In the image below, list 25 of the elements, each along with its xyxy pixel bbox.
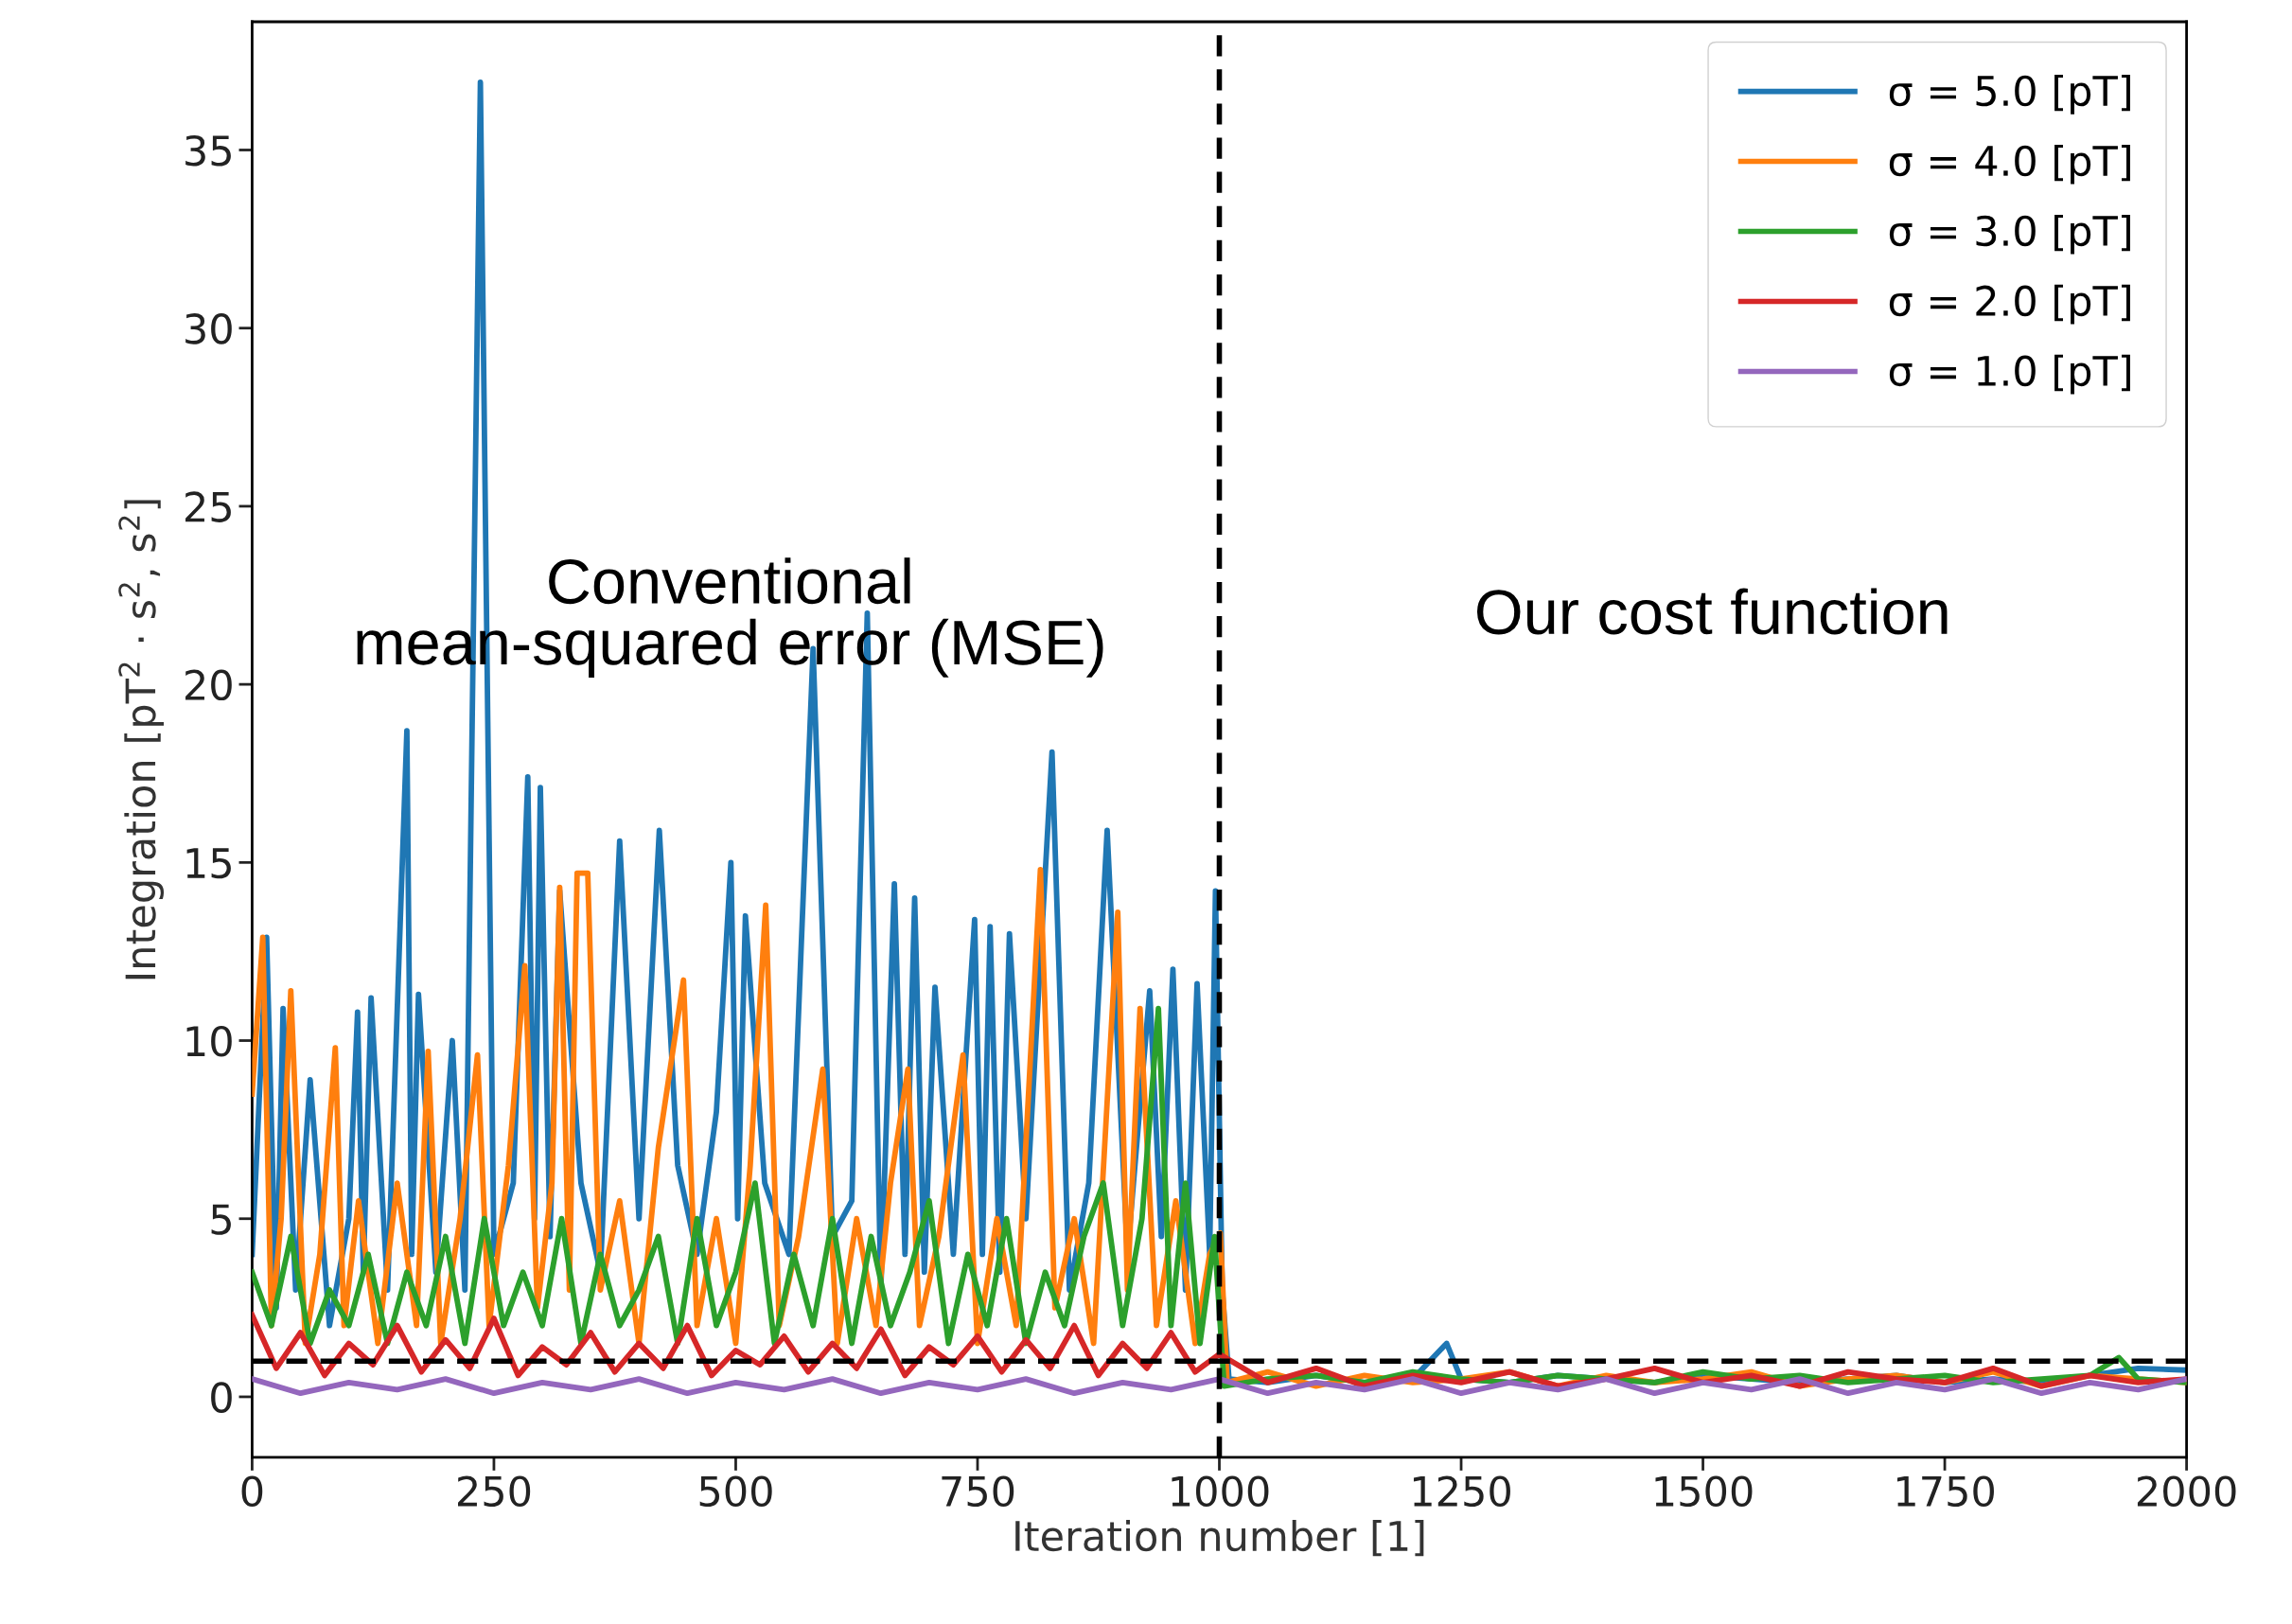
- y-tick-label: 15: [186, 848, 231, 879]
- x-tick-label: 500: [699, 1475, 772, 1508]
- x-tick-label: 1500: [1655, 1475, 1753, 1508]
- x-tick-label: 750: [942, 1475, 1014, 1508]
- y-tick-label: 10: [186, 1025, 232, 1057]
- y-tick-label: 5: [211, 1204, 231, 1235]
- x-tick-label: 1000: [1172, 1475, 1269, 1508]
- legend-label: σ = 2.0 [pT]: [1889, 284, 2130, 325]
- legend-label: σ = 5.0 [pT]: [1889, 74, 2130, 115]
- y-tick-label: 30: [185, 313, 232, 344]
- y-tick-label: 20: [185, 669, 232, 701]
- x-tick-label: 0: [241, 1475, 263, 1508]
- legend-label: σ = 4.0 [pT]: [1889, 144, 2130, 185]
- x-tick-label: 1750: [1897, 1475, 1994, 1508]
- x-axis-title: Iteration number [1]: [1015, 1519, 1424, 1557]
- x-tick-label: 2000: [2137, 1475, 2236, 1508]
- y-axis-title: Integration [pT$^{2}$ · s$^{2}$, s$^{2}$]: [118, 500, 165, 980]
- x-tick-label: 250: [458, 1475, 531, 1508]
- y-tick-label: 35: [185, 134, 231, 167]
- x-tick-label: 1250: [1413, 1475, 1510, 1508]
- y-tick-label: 0: [211, 1382, 232, 1413]
- annotation: Our cost function: [1476, 588, 1948, 635]
- legend-label: σ = 1.0 [pT]: [1889, 354, 2130, 395]
- legend-label: σ = 3.0 [pT]: [1889, 214, 2130, 255]
- y-tick-label: 25: [185, 491, 231, 522]
